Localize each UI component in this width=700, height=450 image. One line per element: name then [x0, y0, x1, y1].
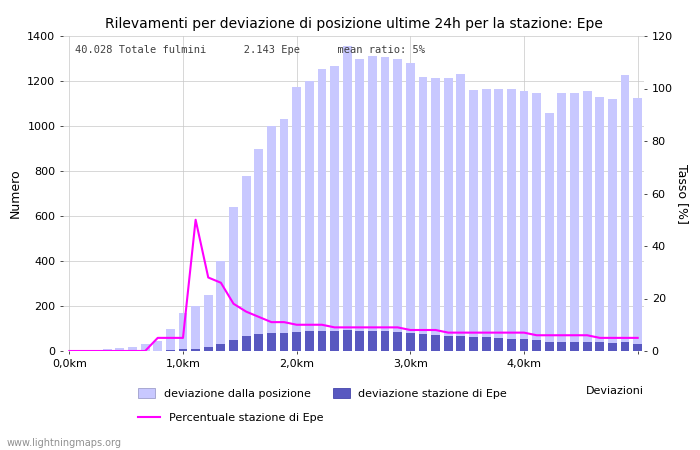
Bar [393, 332, 402, 351]
Text: 40.028 Totale fulmini      2.143 Epe      mean ratio: 5%: 40.028 Totale fulmini 2.143 Epe mean rat… [75, 45, 425, 55]
Bar [570, 342, 579, 351]
Bar [229, 207, 238, 351]
Y-axis label: Tasso [%]: Tasso [%] [676, 163, 690, 224]
Bar [141, 344, 150, 351]
Bar [78, 350, 86, 351]
Bar [318, 68, 326, 351]
Bar [482, 337, 491, 351]
Bar [216, 261, 225, 351]
Y-axis label: Numero: Numero [8, 169, 22, 218]
Bar [153, 341, 162, 351]
Bar [103, 349, 111, 351]
Bar [267, 333, 276, 351]
Bar [166, 350, 175, 351]
Bar [128, 346, 137, 351]
Bar [634, 344, 642, 351]
Bar [305, 331, 314, 351]
Bar [621, 342, 629, 351]
Bar [469, 90, 478, 351]
Bar [292, 86, 301, 351]
Bar [292, 332, 301, 351]
Bar [557, 342, 566, 351]
Bar [494, 89, 503, 351]
Bar [368, 56, 377, 351]
Bar [406, 63, 415, 351]
Bar [532, 340, 541, 351]
Bar [582, 342, 592, 351]
Bar [582, 91, 592, 351]
Bar [279, 333, 288, 351]
Bar [419, 76, 428, 351]
Bar [419, 334, 428, 351]
Bar [330, 66, 339, 351]
Bar [204, 295, 213, 351]
Bar [254, 148, 263, 351]
Bar [557, 94, 566, 351]
Bar [381, 57, 389, 351]
Legend: Percentuale stazione di Epe: Percentuale stazione di Epe [139, 413, 324, 423]
Bar [393, 58, 402, 351]
Bar [596, 97, 604, 351]
Bar [507, 339, 516, 351]
Bar [456, 74, 466, 351]
Bar [90, 350, 99, 351]
Bar [621, 75, 629, 351]
Bar [241, 176, 251, 351]
Bar [381, 331, 389, 351]
Bar [519, 91, 528, 351]
Bar [431, 77, 440, 351]
Bar [279, 119, 288, 351]
Bar [444, 336, 453, 351]
Bar [305, 81, 314, 351]
Bar [469, 337, 478, 351]
Bar [444, 77, 453, 351]
Title: Rilevamenti per deviazione di posizione ultime 24h per la stazione: Epe: Rilevamenti per deviazione di posizione … [104, 17, 603, 31]
Bar [494, 338, 503, 351]
Bar [570, 94, 579, 351]
Text: www.lightningmaps.org: www.lightningmaps.org [7, 438, 122, 448]
Bar [507, 89, 516, 351]
Bar [431, 335, 440, 351]
Bar [166, 328, 175, 351]
Bar [216, 344, 225, 351]
Bar [596, 342, 604, 351]
Bar [343, 329, 351, 351]
Bar [634, 98, 642, 351]
Bar [356, 331, 364, 351]
Bar [267, 126, 276, 351]
Bar [178, 349, 188, 351]
Bar [191, 349, 200, 351]
Bar [545, 342, 554, 351]
Bar [356, 58, 364, 351]
Bar [608, 343, 617, 351]
Bar [482, 89, 491, 351]
Bar [519, 339, 528, 351]
Bar [229, 340, 238, 351]
Bar [608, 99, 617, 351]
Bar [178, 313, 188, 351]
Bar [241, 337, 251, 351]
Bar [545, 112, 554, 351]
Bar [456, 337, 466, 351]
Bar [254, 334, 263, 351]
Bar [330, 331, 339, 351]
Bar [191, 306, 200, 351]
Bar [532, 94, 541, 351]
Bar [368, 331, 377, 351]
Bar [116, 348, 125, 351]
Text: Deviazioni: Deviazioni [586, 386, 644, 396]
Bar [343, 46, 351, 351]
Bar [406, 333, 415, 351]
Bar [204, 346, 213, 351]
Bar [318, 331, 326, 351]
